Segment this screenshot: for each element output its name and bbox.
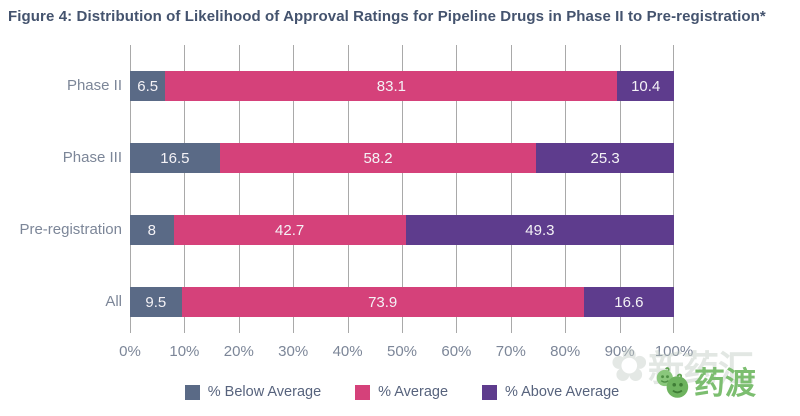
category-label: Phase III [62,149,122,166]
gridline-10% [184,45,186,333]
legend-label: % Above Average [505,384,620,400]
category-label: Pre-registration [19,221,122,238]
segment-value-label: 58.2 [363,149,393,167]
bar-phase-iii: 16.5 58.2 25.3 [130,143,674,173]
segment-value-label: 49.3 [525,221,555,239]
x-tick-label: 50% [386,343,418,360]
gridline-60% [456,45,458,333]
legend-item: % Below Average [184,384,322,400]
legend: % Below Average % Average % Above Average [130,384,674,400]
segment: 73.9 [181,287,584,317]
percent-axis: 0% 10% 20% 30% 40% 50% 60% 70% 80% 90% 100% [119,343,693,363]
segment-value-label: 16.5 [160,149,190,167]
bar-all: 9.5 73.9 16.6 [130,287,674,317]
segment-value-label: 10.4 [631,77,661,95]
segment-value-label: 42.7 [275,221,305,239]
x-tick-label: 80% [550,343,581,360]
segment-value-label: 83.1 [376,77,406,95]
x-tick-label: 70% [495,343,526,360]
segment: 25.3 [536,143,674,173]
legend-label: % Below Average [207,384,322,400]
segment: 9.5 [130,287,182,317]
yaodu-logo-text: 药渡 [694,366,756,401]
segment-value-label: 9.5 [145,293,167,311]
segment: 58.2 [219,143,537,173]
segment-value-label: 16.6 [614,293,644,311]
category-axis: Phase II Phase III Pre-registration All [0,45,122,333]
segment: 16.5 [130,143,220,173]
segment: 49.3 [405,215,674,245]
legend-swatch-icon [482,384,498,400]
x-tick-label: 100% [654,343,694,360]
segment: 10.4 [617,71,674,101]
segment-value-label: 73.9 [368,293,398,311]
figure-title: Figure 4: Distribution of Likelihood of … [8,8,766,25]
category-label: All [105,293,122,310]
segment: 42.7 [173,215,406,245]
x-tick-label: 30% [278,343,309,360]
gridline-50% [402,45,403,333]
bar-phase-ii: 6.5 83.1 10.4 [130,71,674,101]
gridline-70% [510,45,512,333]
x-tick-label: 20% [223,343,254,360]
legend-label: % Average [378,384,449,400]
segment: 8 [130,215,174,245]
legend-swatch-icon [355,384,371,400]
x-tick-label: 10% [169,343,200,360]
category-label: Phase II [66,77,122,94]
x-tick-label: 60% [441,343,472,360]
segment-value-label: 6.5 [137,77,159,95]
segment: 16.6 [583,287,674,317]
bar-pre-registration: 8 42.7 49.3 [130,215,674,245]
plot-area: 6.5 83.1 10.4 16.5 58.2 25.3 8 42.7 49.3 9.5 73.9 1… [130,45,674,333]
segment-value-label: 8 [147,221,156,239]
gridline-80% [565,45,567,333]
x-tick-label: 40% [332,343,363,360]
segment: 6.5 [130,71,166,101]
gridline-100% [673,45,674,333]
segment: 83.1 [165,71,618,101]
legend-swatch-icon [184,384,200,400]
gridline-30% [293,45,295,333]
x-tick-label: 0% [119,343,141,360]
legend-item: % Above Average [482,384,619,400]
legend-item: % Average [355,384,448,400]
x-tick-label: 90% [604,343,635,360]
gridline-40% [347,45,349,333]
gridline-20% [238,45,240,333]
gridline-90% [619,45,621,333]
gridline-0% [130,45,131,333]
segment-value-label: 25.3 [590,149,620,167]
